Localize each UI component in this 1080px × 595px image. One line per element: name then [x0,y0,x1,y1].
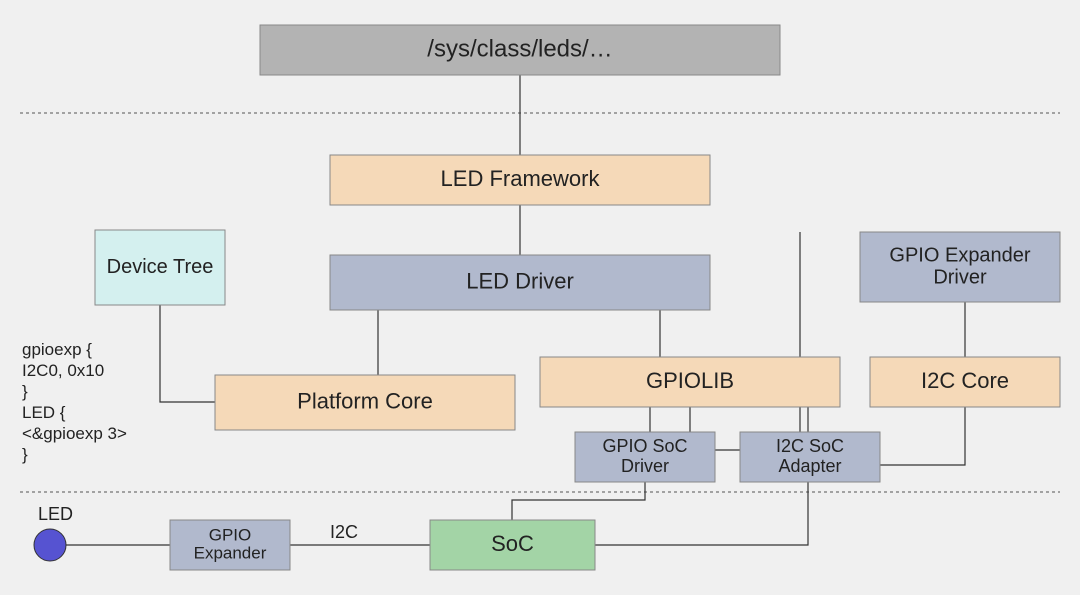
node-label-gpio_exp_drv: GPIO Expander [889,244,1031,266]
node-label-led_driver: LED Driver [466,268,574,293]
led-circle [34,529,66,561]
code-line: } [22,445,28,464]
node-label-gpio_exp_drv: Driver [933,266,987,288]
edge [160,305,215,402]
diagram-canvas: /sys/class/leds/… LED Framework Device Tre… [0,0,1080,595]
code-line: <&gpioexp 3> [22,424,127,443]
node-label-gpio_soc: Driver [621,456,669,476]
node-label-device_tree: Device Tree [107,256,214,278]
code-line: gpioexp { [22,340,92,359]
code-line: LED { [22,403,66,422]
node-label-led_fw: LED Framework [441,166,601,191]
led-label: LED [38,504,73,524]
node-label-sysfs: /sys/class/leds/… [427,35,612,62]
code-line: } [22,382,28,401]
code-line: I2C0, 0x10 [22,361,104,380]
node-label-platform_core: Platform Core [297,388,433,413]
node-label-soc: SoC [491,531,534,556]
edge [880,407,965,465]
edge-label-i2c: I2C [330,522,358,542]
edge [595,482,808,545]
node-label-gpio_exp_hw: GPIO [209,525,252,544]
node-label-i2c_soc: I2C SoC [776,436,844,456]
node-label-i2c_soc: Adapter [778,456,841,476]
edge [512,482,645,520]
node-label-gpiolib: GPIOLIB [646,368,734,393]
node-label-gpio_exp_hw: Expander [194,543,267,562]
node-label-gpio_soc: GPIO SoC [602,436,687,456]
node-label-i2c_core: I2C Core [921,368,1009,393]
